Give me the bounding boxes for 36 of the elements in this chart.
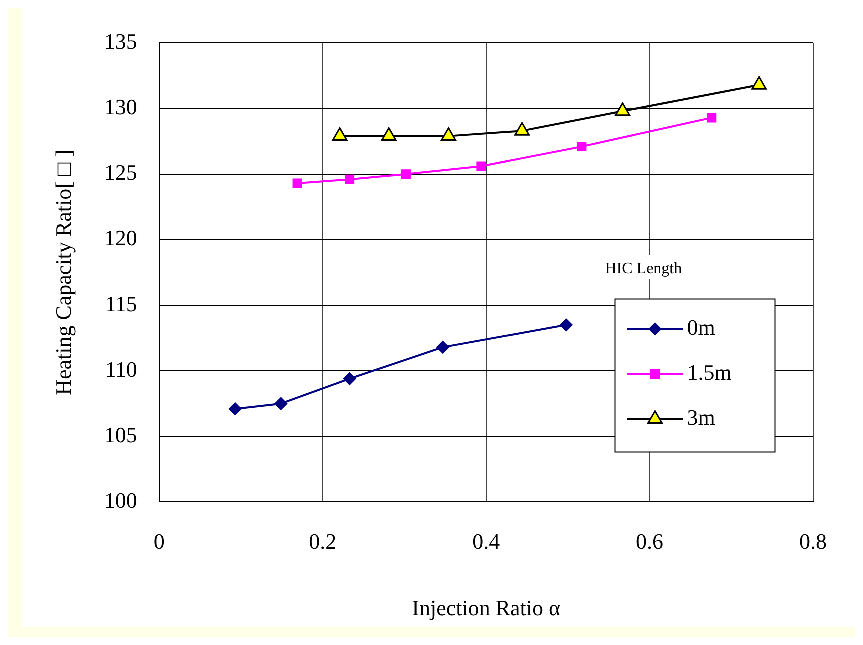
point — [345, 174, 355, 184]
point — [292, 178, 302, 188]
point — [436, 340, 450, 354]
y-tick-label: 105 — [104, 422, 138, 448]
point — [332, 128, 348, 142]
legend-title: HIC Length — [605, 260, 682, 278]
point — [274, 397, 288, 410]
point — [514, 122, 530, 136]
x-tick-label: 0.4 — [472, 529, 500, 554]
point — [577, 142, 587, 152]
point — [228, 402, 242, 416]
y-tick-label: 100 — [104, 488, 138, 513]
point — [476, 162, 486, 172]
legend-label: 3m — [687, 404, 716, 430]
y-tick-label: 115 — [105, 291, 138, 316]
x-tick-label: 0 — [154, 529, 165, 554]
y-tick-label: 120 — [104, 226, 138, 251]
x-axis-title: Injection Ratio α — [412, 596, 561, 621]
point — [560, 318, 573, 332]
x-tick-label: 0.6 — [636, 529, 664, 554]
y-tick-label: 110 — [105, 356, 138, 382]
point — [707, 113, 717, 123]
y-axis-title: Heating Capacity Ratio[ □ ] — [50, 150, 76, 396]
legend-label: 0m — [687, 314, 716, 340]
y-tick-label: 135 — [104, 28, 138, 54]
x-tick-label: 0.8 — [800, 529, 827, 554]
point — [615, 102, 630, 116]
x-tick-label: 0.2 — [309, 529, 337, 554]
point — [381, 128, 397, 142]
point — [343, 372, 356, 386]
point — [752, 76, 767, 90]
point — [441, 128, 456, 142]
y-tick-label: 130 — [104, 94, 138, 120]
point — [401, 170, 411, 180]
y-tick-label: 125 — [104, 160, 138, 186]
legend-label: 1.5m — [687, 360, 732, 385]
